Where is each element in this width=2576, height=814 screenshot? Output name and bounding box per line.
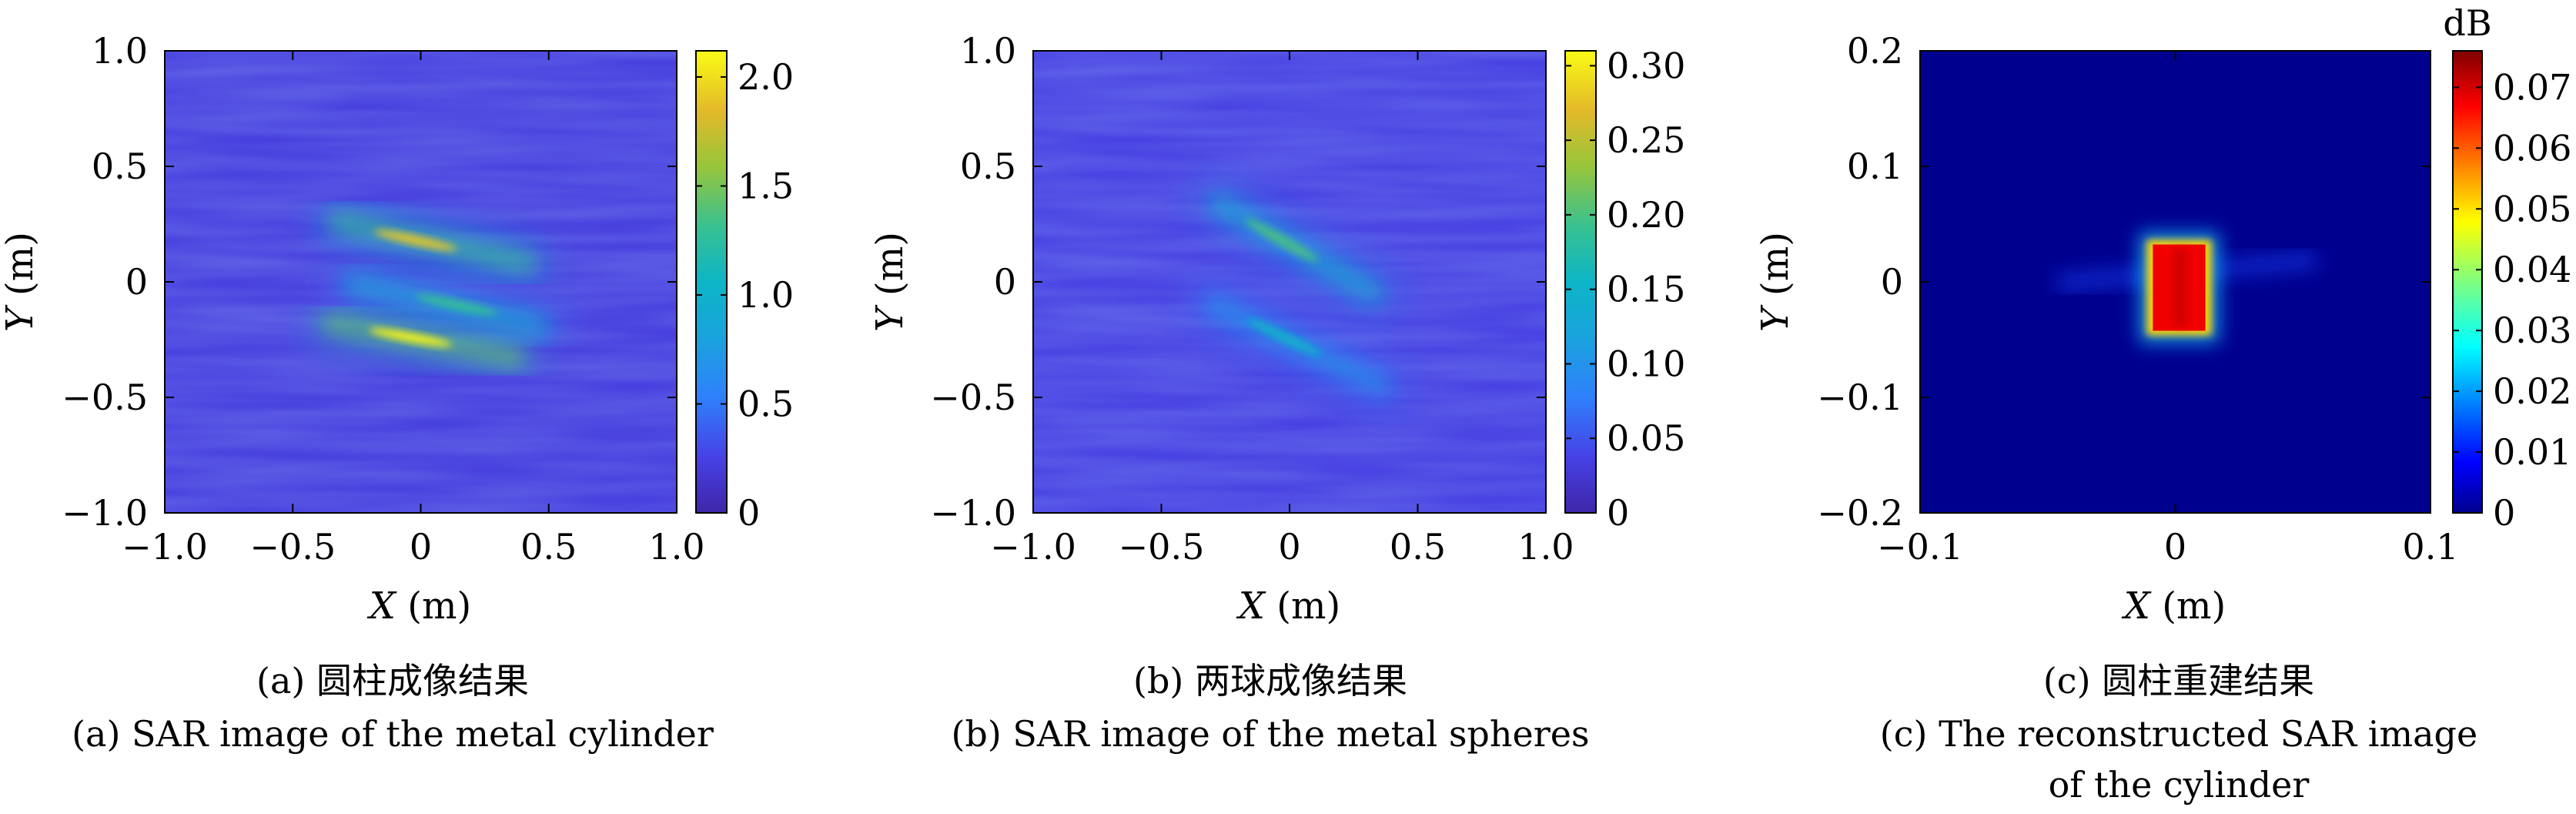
colorbar-tick-label: 0 bbox=[1607, 492, 1629, 534]
x-tick-label: −1.0 bbox=[122, 526, 208, 568]
x-tick-label: 0 bbox=[410, 526, 432, 568]
colorbar-ticks-b: 0 0.05 0.10 0.15 0.20 0.25 0.30 bbox=[1565, 45, 1685, 534]
x-ticks-b: −1.0 −0.5 0 0.5 1.0 bbox=[990, 51, 1574, 568]
y-tick-label: 0.5 bbox=[92, 146, 148, 187]
caption-cn-b: (b) 两球成像结果 bbox=[1133, 660, 1407, 702]
y-tick-label: 0.1 bbox=[1847, 146, 1903, 187]
y-tick-label: −1.0 bbox=[62, 492, 148, 534]
colorbar-tick-label: 0.03 bbox=[2493, 310, 2571, 351]
colorbar-ticks-a: 0 0.5 1.0 1.5 2.0 bbox=[696, 56, 794, 534]
target-c bbox=[2056, 232, 2317, 343]
streak-peak bbox=[374, 229, 457, 251]
y-tick-label: 1.0 bbox=[960, 30, 1016, 72]
x-tick-label: −1.0 bbox=[990, 526, 1076, 568]
y-tick-label: 1.0 bbox=[92, 30, 148, 72]
colorbar-tick-label: 0.02 bbox=[2493, 370, 2571, 412]
streak-peak bbox=[1245, 219, 1319, 262]
caption-en-c-line2: of the cylinder bbox=[2048, 764, 2310, 806]
y-ticks-a: −1.0 −0.5 0 0.5 1.0 bbox=[62, 30, 677, 534]
x-tick-label: 0 bbox=[1278, 526, 1300, 568]
x-axis-label-b: X (m) bbox=[1236, 585, 1340, 628]
streak-peak bbox=[415, 294, 498, 316]
x-tick-label: 1.0 bbox=[648, 526, 704, 568]
y-axis-label-a: Y (m) bbox=[0, 232, 42, 332]
y-tick-label: 0.5 bbox=[960, 146, 1016, 187]
colorbar-tick-label: 0.5 bbox=[738, 383, 794, 424]
noise-texture-b bbox=[1033, 51, 1546, 513]
colorbar-tick-label: 0.05 bbox=[2493, 188, 2571, 229]
colorbar-c bbox=[2452, 50, 2483, 514]
colorbar-tick-label: 1.0 bbox=[738, 274, 794, 316]
colorbar-b bbox=[1564, 50, 1597, 514]
y-axis-label-c: Y (m) bbox=[1754, 232, 1797, 332]
x-ticks-c: −0.1 0 0.1 bbox=[1877, 51, 2459, 568]
caption-en-c-line1: (c) The reconstructed SAR image bbox=[1879, 713, 2478, 755]
colorbar-a bbox=[695, 50, 728, 514]
caption-en-a: (a) SAR image of the metal cylinder bbox=[72, 713, 714, 755]
colorbar-tick-label: 0 bbox=[738, 492, 760, 534]
streak-peak bbox=[1246, 318, 1323, 357]
colorbar-tick-label: 0.01 bbox=[2493, 431, 2571, 473]
colorbar-tick-label: 0.30 bbox=[1607, 45, 1685, 86]
x-tick-label: 0 bbox=[2164, 526, 2186, 568]
y-tick-label: 0 bbox=[1881, 261, 1903, 303]
y-axis-label-b: Y (m) bbox=[868, 232, 912, 332]
x-ticks-a: −1.0 −0.5 0 0.5 1.0 bbox=[122, 51, 705, 568]
y-tick-label: −0.2 bbox=[1817, 492, 1903, 534]
x-tick-label: 1.0 bbox=[1517, 526, 1574, 568]
target-core bbox=[2173, 249, 2188, 327]
plot-area-a bbox=[165, 51, 677, 513]
colorbar-tick-label: 2.0 bbox=[738, 56, 794, 98]
caption-cn-a: (a) 圆柱成像结果 bbox=[256, 660, 529, 702]
streaks-b bbox=[1195, 186, 1400, 404]
x-axis-label-a: X (m) bbox=[366, 585, 471, 628]
y-tick-label: −0.5 bbox=[930, 377, 1016, 418]
y-tick-label: −1.0 bbox=[930, 492, 1016, 534]
colorbar-tick-label: 0.07 bbox=[2493, 66, 2571, 108]
x-axis-label-c: X (m) bbox=[2121, 585, 2226, 628]
y-ticks-c: −0.2 −0.1 0 0.1 0.2 bbox=[1817, 30, 2430, 534]
colorbar-ticks-c: 0 0.01 0.02 0.03 0.04 0.05 0.06 0.07 bbox=[2453, 66, 2571, 534]
y-tick-label: −0.1 bbox=[1817, 377, 1903, 418]
x-tick-label: −0.5 bbox=[1119, 526, 1205, 568]
y-tick-label: 0.2 bbox=[1847, 30, 1903, 72]
panel-b: −1.0 −0.5 0 0.5 1.0 −1.0 −0.5 0 0.5 1.0 X (m) Y … bbox=[868, 30, 1685, 628]
caption-cn-c: (c) 圆柱重建结果 bbox=[2042, 660, 2315, 702]
y-tick-label: −0.5 bbox=[62, 377, 148, 418]
panel-a: −1.0 −0.5 0 0.5 1.0 −1.0 −0.5 0 0.5 1.0 X (m) Y … bbox=[0, 30, 794, 628]
x-tick-label: −0.5 bbox=[249, 526, 336, 568]
y-tick-label: 0 bbox=[125, 261, 148, 303]
colorbar-tick-label: 0.20 bbox=[1607, 194, 1685, 236]
colorbar-title-c: dB bbox=[2443, 2, 2491, 44]
plot-area-b bbox=[1033, 51, 1546, 513]
plot-area-c bbox=[1920, 51, 2430, 513]
colorbar-tick-label: 0.25 bbox=[1607, 119, 1685, 161]
colorbar-tick-label: 0.10 bbox=[1607, 343, 1685, 384]
caption-en-b: (b) SAR image of the metal spheres bbox=[951, 713, 1590, 755]
streak-peak bbox=[369, 328, 453, 347]
streaks-a bbox=[310, 204, 559, 376]
panel-c: −0.1 0 0.1 −0.2−0.100.10.2 X (m) Y (m) dB … bbox=[1754, 2, 2571, 628]
x-tick-label: 0.5 bbox=[520, 526, 577, 568]
x-tick-label: −0.1 bbox=[1877, 526, 1963, 568]
colorbar-tick-label: 0 bbox=[2493, 492, 2515, 534]
colorbar-tick-label: 0.05 bbox=[1607, 417, 1685, 459]
colorbar-tick-label: 0.06 bbox=[2493, 127, 2571, 169]
x-tick-label: 0.5 bbox=[1390, 526, 1446, 568]
y-tick-label: 0 bbox=[994, 261, 1016, 303]
colorbar-tick-label: 0.15 bbox=[1607, 269, 1685, 310]
y-ticks-b: −1.0 −0.5 0 0.5 1.0 bbox=[930, 30, 1546, 534]
colorbar-tick-label: 1.5 bbox=[738, 165, 794, 206]
x-tick-label: 0.1 bbox=[2402, 526, 2458, 568]
colorbar-tick-label: 0.04 bbox=[2493, 249, 2571, 290]
